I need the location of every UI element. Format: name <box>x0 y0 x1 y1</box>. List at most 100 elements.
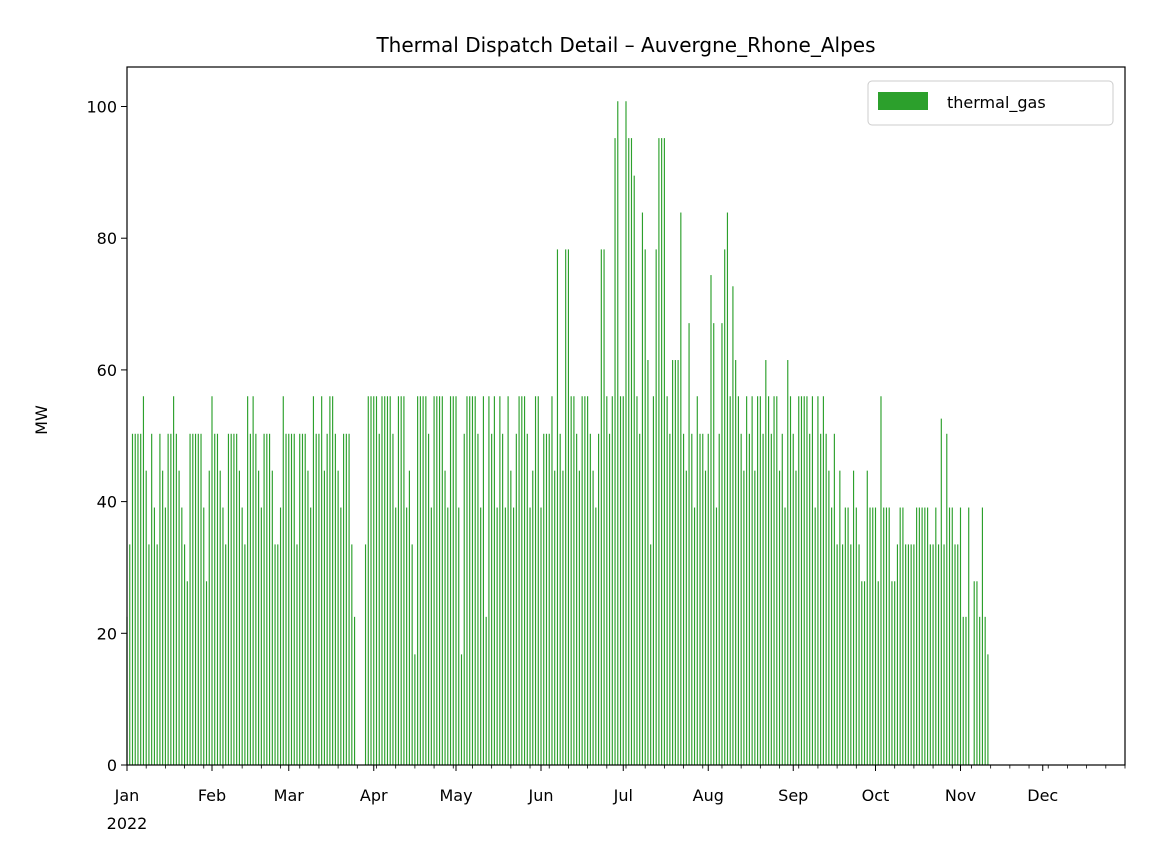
bar <box>375 396 378 765</box>
bar <box>617 101 619 766</box>
bar <box>655 249 657 765</box>
bar <box>962 616 964 765</box>
bar <box>639 433 641 765</box>
bar <box>894 581 896 765</box>
bar <box>704 470 707 765</box>
bar <box>241 507 243 765</box>
bar <box>768 396 770 765</box>
bar <box>650 544 652 765</box>
bar <box>496 507 498 765</box>
bar <box>129 544 131 765</box>
bar <box>685 470 687 765</box>
bar <box>641 212 644 765</box>
bar <box>214 433 216 765</box>
bar <box>318 433 320 765</box>
bar <box>699 433 701 765</box>
bar <box>145 470 147 765</box>
bar <box>184 544 186 765</box>
bar <box>803 396 805 765</box>
bar <box>315 433 317 765</box>
bar <box>200 433 202 765</box>
bar <box>364 544 367 765</box>
bar <box>137 433 139 765</box>
bar <box>789 396 792 765</box>
bar <box>411 544 413 765</box>
bar <box>192 433 194 765</box>
bar <box>710 275 712 765</box>
bar <box>170 433 172 765</box>
bar <box>323 470 325 765</box>
bar <box>194 433 197 765</box>
bar <box>702 433 704 765</box>
bar <box>285 433 287 765</box>
y-axis-label: MW <box>32 405 51 435</box>
bar <box>902 507 904 765</box>
bar <box>282 396 284 765</box>
x-tick-label: Mar <box>274 786 305 805</box>
bar <box>288 433 290 765</box>
bar <box>230 433 232 765</box>
bar <box>436 396 438 765</box>
legend-box <box>867 80 1114 126</box>
bar <box>850 544 852 765</box>
legend-swatch <box>878 92 928 110</box>
bar <box>896 544 899 765</box>
bar <box>987 654 989 765</box>
bar <box>502 433 504 765</box>
bar <box>751 396 753 765</box>
plot-frame <box>126 66 1126 766</box>
bar <box>979 616 981 765</box>
bar <box>729 396 731 765</box>
x-tick-label: Feb <box>198 786 226 805</box>
bar <box>290 433 293 765</box>
bar <box>140 433 142 765</box>
bar <box>173 396 175 765</box>
bar <box>329 396 331 765</box>
bar <box>584 396 586 765</box>
chart-title: Thermal Dispatch Detail – Auvergne_Rhone… <box>375 33 875 57</box>
x-tick-label: Jul <box>613 786 633 805</box>
bar <box>932 544 934 765</box>
bar <box>935 507 937 765</box>
bar <box>924 507 926 765</box>
bar <box>765 360 767 765</box>
bar <box>713 323 715 765</box>
y-tick-label: 0 <box>107 756 117 775</box>
bar <box>573 396 575 765</box>
bar <box>543 433 545 765</box>
bar <box>839 470 841 765</box>
bar <box>258 470 260 765</box>
bar <box>326 433 328 765</box>
bar <box>521 396 523 765</box>
bar <box>153 507 155 765</box>
bar <box>910 544 912 765</box>
bar <box>885 507 888 765</box>
bar <box>598 433 600 765</box>
bar <box>266 433 268 765</box>
bar <box>466 396 468 765</box>
bar <box>562 470 564 765</box>
bar <box>312 396 315 765</box>
bar <box>337 470 339 765</box>
bar <box>872 507 874 765</box>
bar <box>943 544 945 765</box>
bar <box>762 433 764 765</box>
y-tick-label: 40 <box>97 493 117 512</box>
bar <box>693 507 696 765</box>
bar <box>345 433 347 765</box>
bar <box>644 249 646 765</box>
bar <box>874 507 877 765</box>
bar <box>178 470 180 765</box>
bar <box>526 433 528 765</box>
bar <box>455 396 457 765</box>
bar <box>984 616 986 765</box>
bar <box>438 396 441 765</box>
bar <box>554 470 556 765</box>
bar <box>948 507 951 765</box>
bar <box>392 433 394 765</box>
bar <box>389 396 391 765</box>
bar <box>507 396 509 765</box>
bar <box>474 396 476 765</box>
bar <box>957 544 959 765</box>
bar <box>600 249 602 765</box>
